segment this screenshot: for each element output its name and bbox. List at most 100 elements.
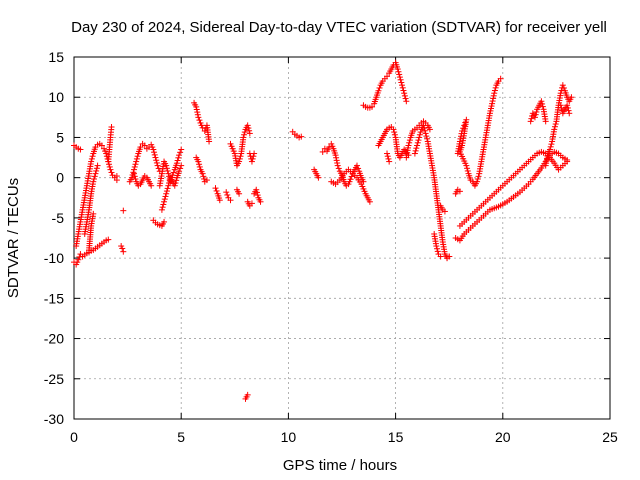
data-point	[437, 253, 444, 260]
x-tick-label: 10	[281, 429, 297, 445]
data-point	[475, 173, 482, 180]
data-point	[355, 165, 362, 172]
data-point	[106, 163, 113, 170]
data-point	[212, 185, 219, 192]
data-point	[193, 106, 200, 113]
chart-title: Day 230 of 2024, Sidereal Day-to-day VTE…	[71, 19, 607, 36]
data-point	[108, 169, 115, 176]
data-point	[236, 190, 243, 197]
data-point	[93, 167, 100, 174]
data-point	[492, 84, 499, 91]
data-point	[175, 154, 182, 161]
data-point	[403, 98, 410, 105]
data-point	[171, 182, 178, 189]
data-point	[557, 102, 564, 109]
data-point	[137, 144, 144, 151]
data-point	[196, 163, 203, 170]
data-point	[177, 149, 184, 156]
data-point	[386, 158, 393, 165]
data-point	[369, 103, 376, 110]
x-axis-title: GPS time / hours	[283, 457, 397, 474]
data-point	[151, 149, 158, 156]
data-point	[90, 178, 97, 185]
data-point	[194, 109, 201, 116]
data-point	[384, 150, 391, 157]
data-point	[199, 170, 206, 177]
data-point	[395, 68, 402, 75]
data-point	[177, 165, 184, 172]
data-point	[315, 174, 322, 181]
data-point	[119, 245, 126, 252]
data-point	[161, 218, 168, 225]
data-point	[107, 166, 114, 173]
data-point	[406, 137, 413, 144]
data-point	[241, 129, 248, 136]
data-point	[131, 163, 138, 170]
data-point	[120, 207, 127, 214]
data-point	[165, 182, 172, 189]
data-point	[154, 162, 161, 169]
data-point	[131, 173, 138, 180]
x-tick-label: 5	[177, 429, 185, 445]
data-point	[200, 173, 207, 180]
data-point	[89, 153, 96, 160]
data-point	[113, 177, 120, 184]
data-point	[170, 169, 177, 176]
data-point	[421, 127, 428, 134]
data-point	[213, 187, 220, 194]
data-point	[196, 117, 203, 124]
data-point	[195, 114, 202, 121]
data-point	[77, 146, 84, 153]
data-point	[132, 161, 139, 168]
data-point	[178, 146, 185, 153]
data-point	[103, 150, 110, 157]
data-point	[464, 165, 471, 172]
data-point	[246, 127, 253, 134]
data-point	[166, 180, 173, 187]
data-point	[250, 153, 257, 160]
y-tick-label: 15	[48, 49, 64, 65]
data-point	[251, 150, 258, 157]
data-point	[384, 73, 391, 80]
data-point	[414, 142, 421, 149]
data-point	[568, 94, 575, 101]
data-point	[384, 153, 391, 160]
data-point	[319, 148, 326, 155]
x-tick-label: 20	[495, 429, 511, 445]
data-point	[75, 256, 82, 263]
y-tick-label: -30	[44, 411, 64, 427]
data-point	[333, 157, 340, 164]
data-point	[88, 155, 95, 162]
data-point	[227, 197, 234, 204]
data-point	[415, 137, 422, 144]
data-point	[414, 139, 421, 146]
data-point	[216, 197, 223, 204]
data-point	[134, 153, 141, 160]
data-point	[153, 159, 160, 166]
data-point	[547, 143, 554, 150]
data-point	[254, 192, 261, 199]
data-point	[396, 71, 403, 78]
data-point	[396, 74, 403, 81]
data-point	[391, 129, 398, 136]
data-point	[420, 122, 427, 129]
data-point	[390, 126, 397, 133]
data-point	[163, 190, 170, 197]
data-point	[148, 182, 155, 189]
data-point	[400, 87, 407, 94]
x-tick-label: 0	[70, 429, 78, 445]
data-point	[195, 158, 202, 165]
plot-frame	[73, 56, 611, 420]
data-point	[105, 236, 112, 243]
data-point	[152, 154, 159, 161]
data-point	[178, 162, 185, 169]
data-point	[161, 196, 168, 203]
data-point	[394, 66, 401, 73]
data-point	[546, 146, 553, 153]
data-point	[385, 155, 392, 162]
data-point	[90, 210, 97, 217]
data-point	[399, 82, 406, 89]
data-point	[194, 111, 201, 118]
y-tick-label: -10	[44, 250, 64, 266]
